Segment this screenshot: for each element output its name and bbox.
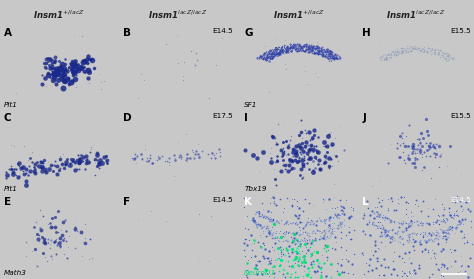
Text: D: D — [123, 113, 132, 123]
Text: L: L — [362, 197, 369, 207]
Text: E15.5: E15.5 — [450, 113, 471, 119]
Text: E15.5: E15.5 — [450, 28, 471, 34]
Text: E: E — [3, 197, 10, 207]
Text: B: B — [123, 28, 131, 38]
Text: Pit1: Pit1 — [3, 186, 18, 192]
Text: Insm1$^{+/lacZ}$: Insm1$^{+/lacZ}$ — [34, 9, 85, 21]
Text: E14.5: E14.5 — [450, 197, 471, 203]
Text: E17.5: E17.5 — [213, 113, 234, 119]
Text: K: K — [244, 197, 252, 207]
Text: Insm1$^{+/lacZ}$: Insm1$^{+/lacZ}$ — [273, 9, 325, 21]
Text: I: I — [244, 113, 248, 123]
Text: J: J — [362, 113, 366, 123]
Text: NeuroD1: NeuroD1 — [244, 270, 276, 276]
Text: E14.5: E14.5 — [213, 28, 234, 34]
Text: SF1: SF1 — [244, 102, 258, 108]
Text: E14.5: E14.5 — [213, 197, 234, 203]
Text: G: G — [244, 28, 253, 38]
Text: C: C — [3, 113, 11, 123]
Text: Tbx19: Tbx19 — [244, 186, 267, 192]
Text: Math3: Math3 — [3, 270, 27, 276]
Text: Insm1$^{lacZ/lacZ}$: Insm1$^{lacZ/lacZ}$ — [386, 9, 446, 21]
Text: Insm1$^{lacZ/lacZ}$: Insm1$^{lacZ/lacZ}$ — [148, 9, 208, 21]
Text: A: A — [3, 28, 11, 38]
Text: H: H — [362, 28, 371, 38]
Text: F: F — [123, 197, 130, 207]
Text: Pit1: Pit1 — [3, 102, 18, 108]
